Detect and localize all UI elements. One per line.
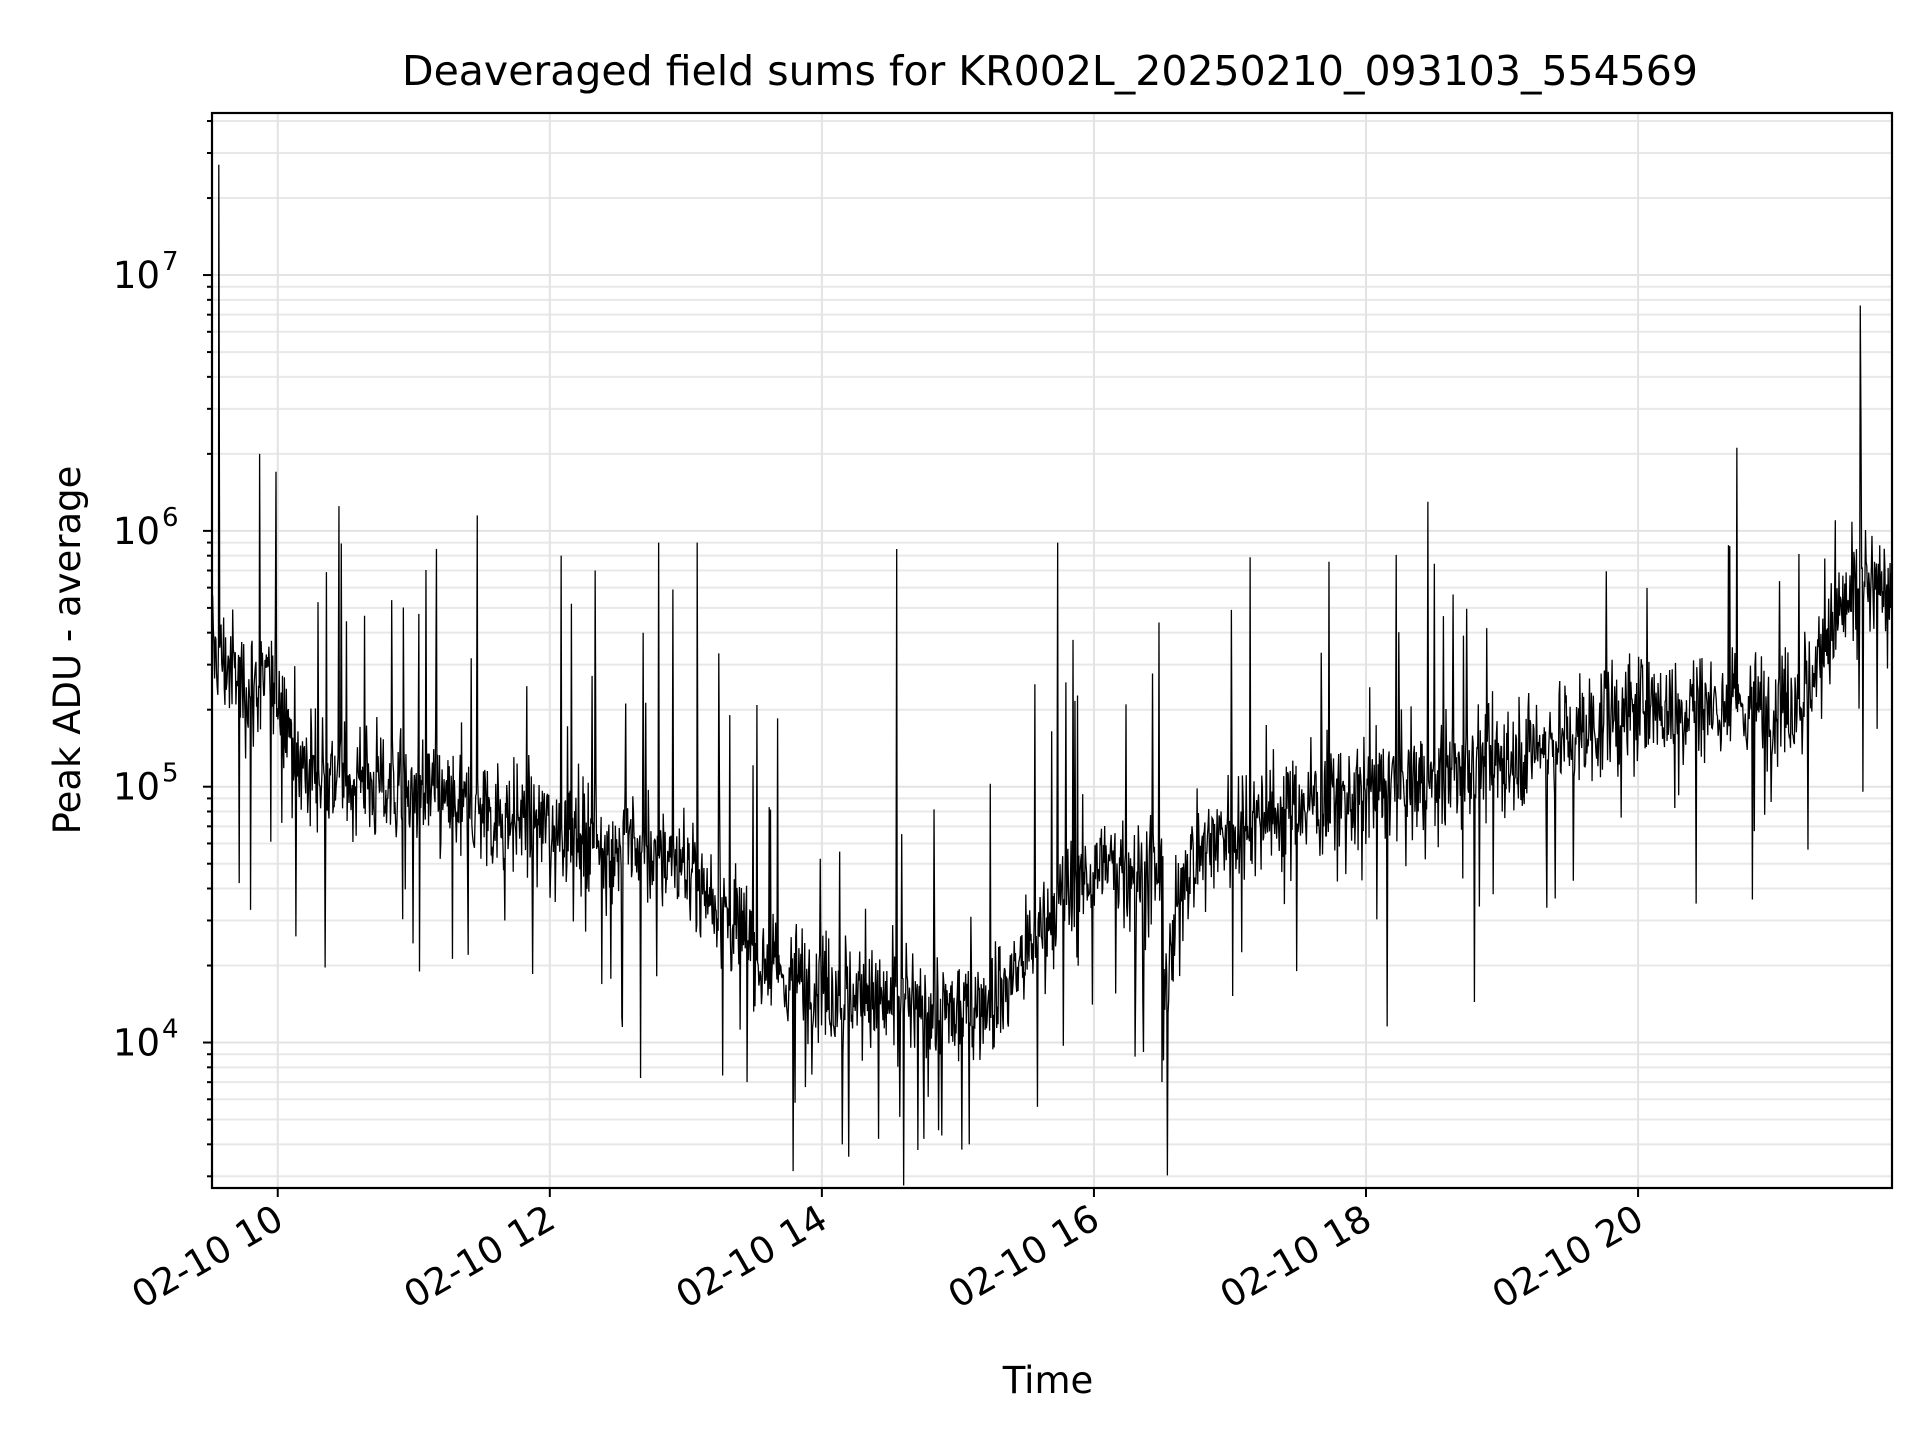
y-tick-exponent: 7: [162, 247, 179, 277]
y-tick-exponent: 5: [162, 759, 179, 789]
y-tick-exponent: 6: [162, 503, 179, 533]
plot-frame: [210, 111, 1894, 1190]
y-tick-exponent: 4: [162, 1015, 179, 1045]
y-tick-label: 10: [113, 254, 160, 297]
data-series: [211, 164, 1893, 1186]
data-line-series: [211, 164, 1893, 1186]
y-tick-label: 10: [113, 510, 160, 553]
chart-title: Deaveraged field sums for KR002L_2025021…: [402, 47, 1698, 95]
y-axis-label: Peak ADU - average: [46, 466, 89, 835]
y-tick-label: 10: [113, 766, 160, 809]
y-tick-label: 10: [113, 1022, 160, 1065]
x-axis-label: Time: [1002, 1359, 1094, 1402]
